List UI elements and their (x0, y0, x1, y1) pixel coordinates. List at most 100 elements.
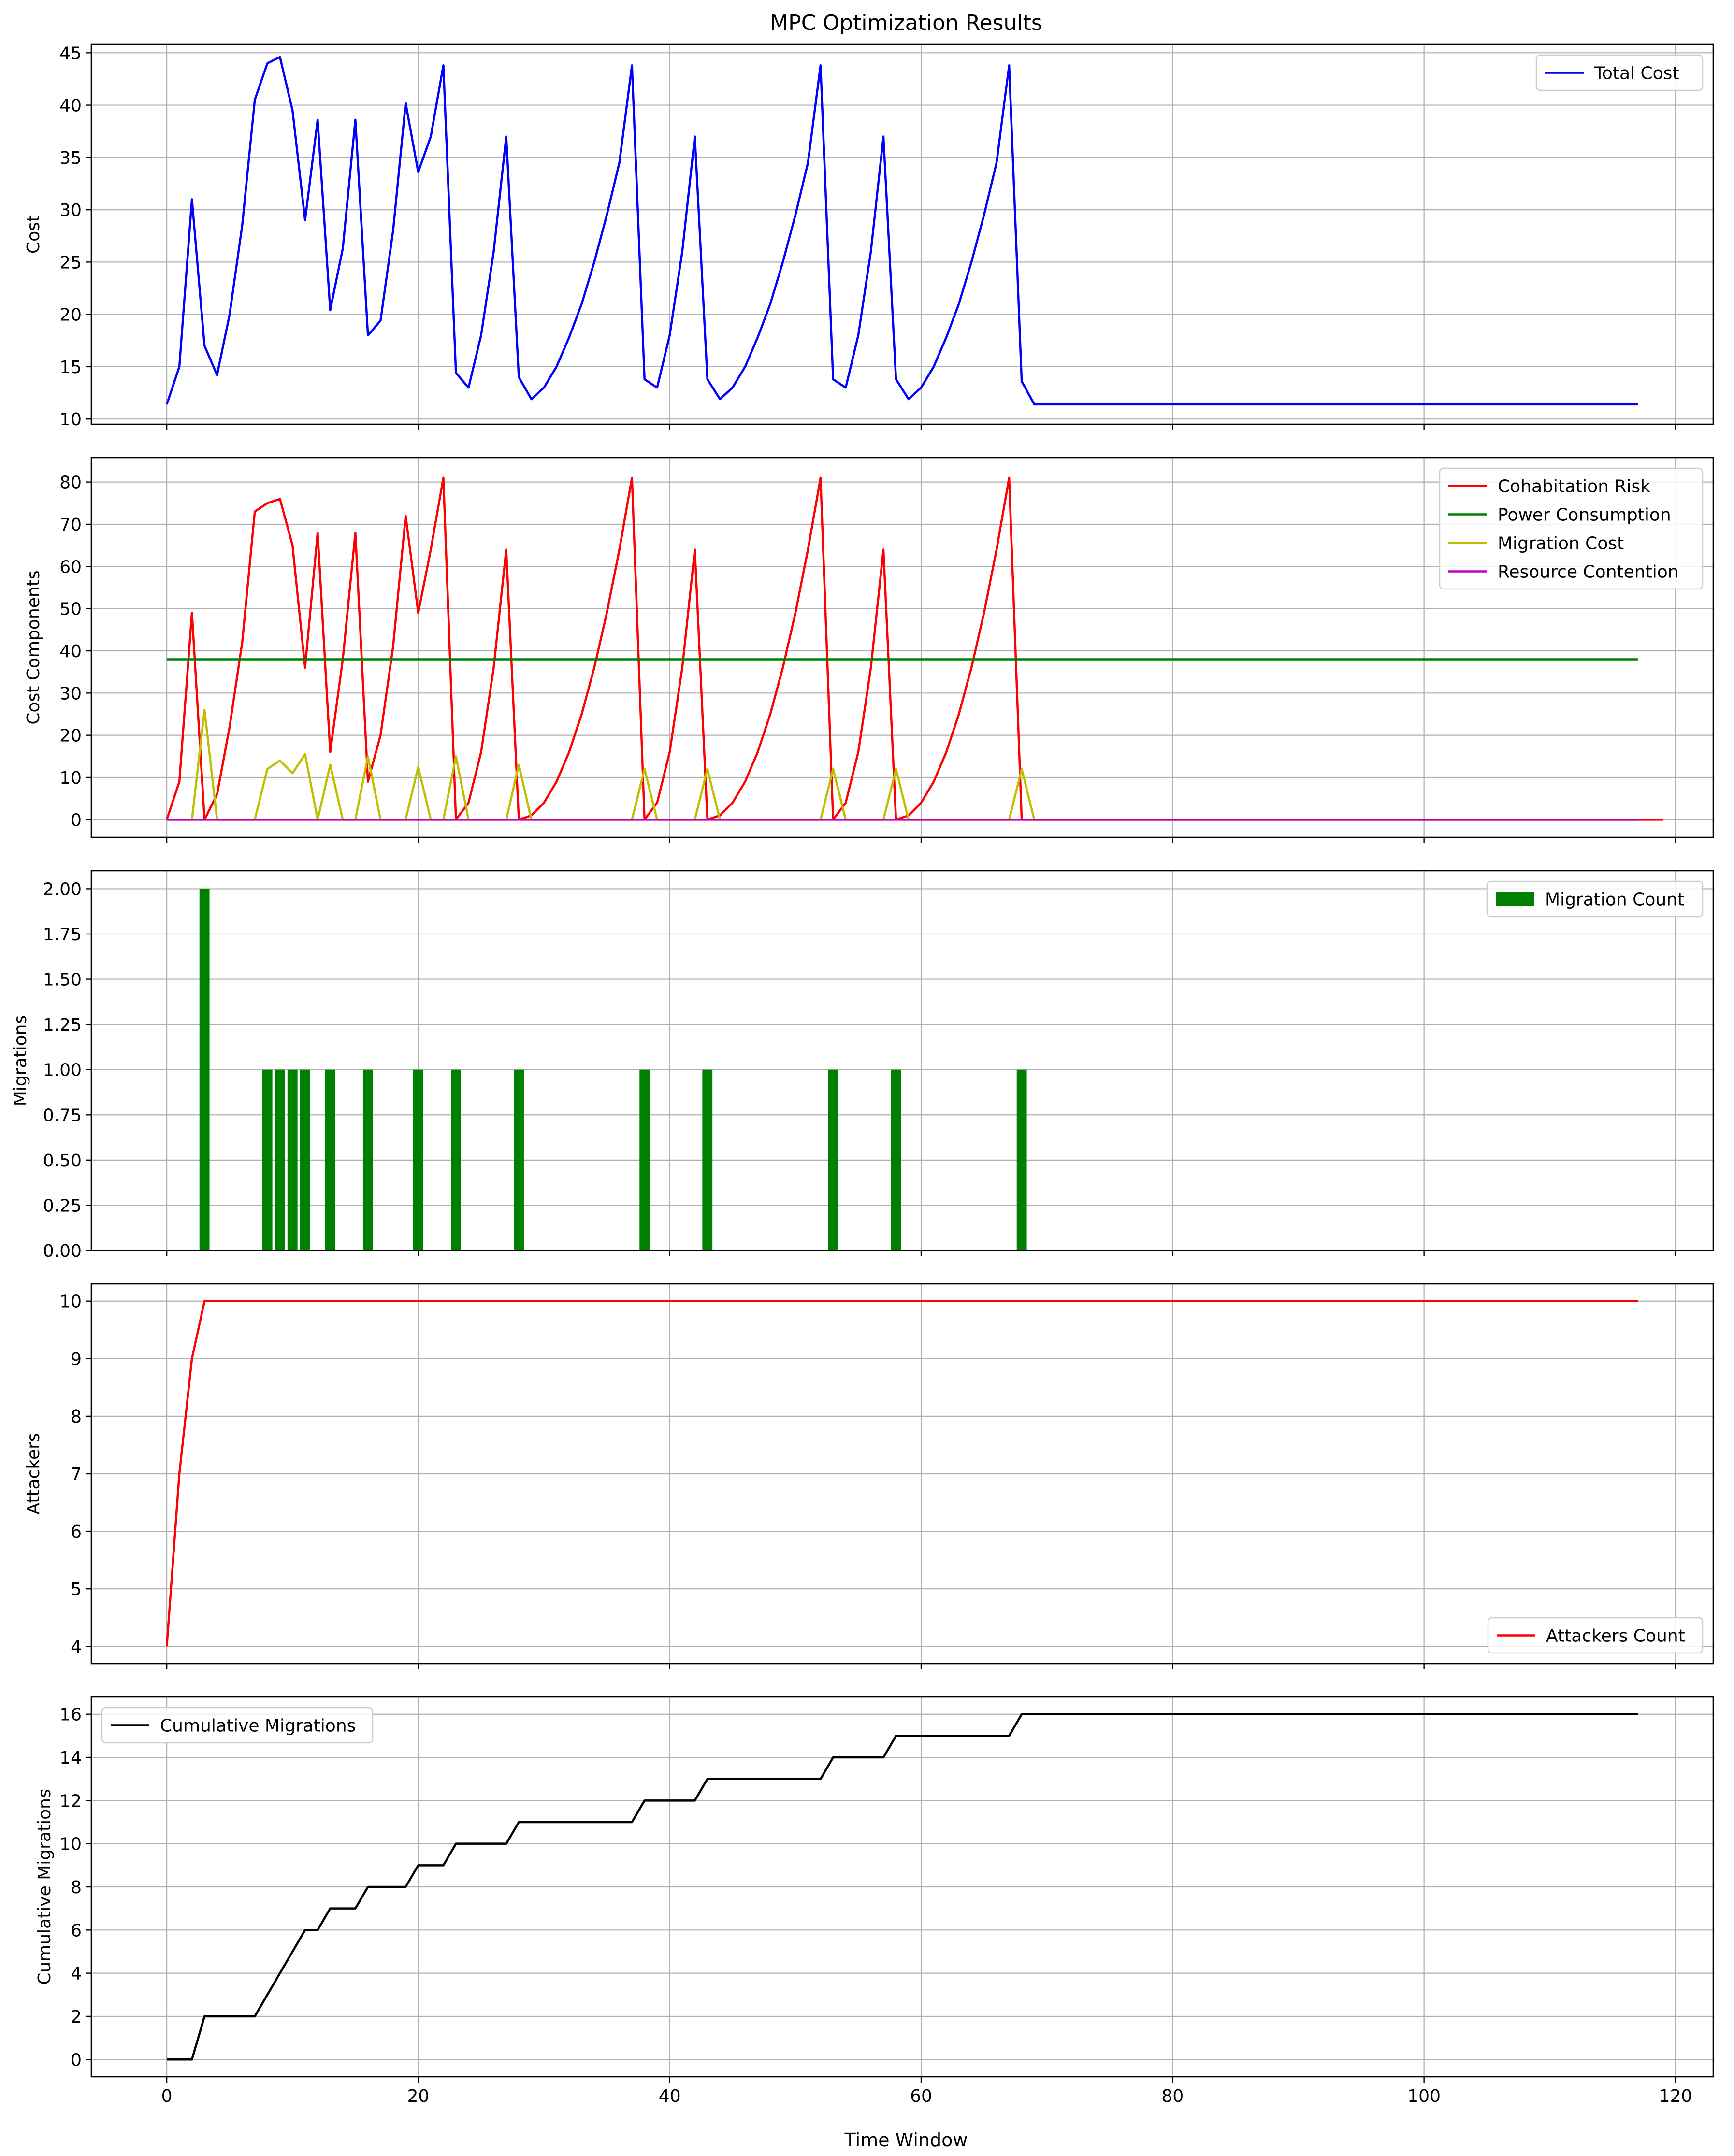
y-tick-label: 2 (71, 2007, 82, 2027)
bar (451, 1069, 461, 1250)
bar (514, 1069, 524, 1250)
y-tick-label: 4 (71, 1964, 82, 1984)
y-tick-label: 2.00 (43, 879, 82, 899)
plot-area (167, 1713, 1638, 2061)
x-tick-label: 120 (1659, 2086, 1692, 2106)
bar (1016, 1069, 1027, 1250)
x-tick-label: 80 (1161, 2086, 1184, 2106)
bar (199, 889, 210, 1250)
axes-frame (90, 870, 1714, 1251)
y-tick-label: 10 (59, 410, 82, 430)
x-tick-label: 100 (1407, 2086, 1441, 2106)
y-tick-label: 1.50 (43, 970, 82, 990)
y-tick-label: 70 (59, 515, 82, 535)
legend-label: Cohabitation Risk (1498, 477, 1650, 497)
bar (275, 1069, 285, 1250)
figure-title: MPC Optimization Results (770, 11, 1042, 35)
axes-frame (90, 43, 1714, 425)
y-tick-label: 10 (59, 1835, 82, 1854)
legend: Attackers Count (1487, 1617, 1704, 1654)
y-tick-label: 60 (59, 557, 82, 577)
series-line (165, 1300, 1638, 1647)
y-tick-label: 4 (71, 1637, 82, 1657)
y-tick-label: 5 (71, 1580, 82, 1599)
bar (639, 1069, 650, 1250)
y-axis-label: Cost Components (24, 570, 43, 724)
legend-label: Total Cost (1594, 64, 1679, 84)
subplot-3: 0.00 0.25 0.50 0.75 1.00 1.25 1.50 1.75 2.00 Migr… (11, 870, 1714, 1261)
legend-label: Resource Contention (1498, 562, 1679, 582)
series-line (165, 56, 1638, 406)
subplot-5: 0 2 4 6 8 10 12 14 16 0 20 40 60 80 100 120 Cumulative M… (35, 1696, 1714, 2106)
legend: Migration Count (1486, 880, 1704, 918)
y-tick-label: 0.75 (43, 1106, 82, 1125)
y-tick-label: 0 (71, 810, 82, 830)
bar (325, 1069, 335, 1250)
y-tick-label: 7 (71, 1465, 82, 1484)
legend-swatch (1496, 892, 1534, 906)
y-tick-label: 0.00 (43, 1241, 82, 1261)
y-tick-label: 6 (71, 1522, 82, 1542)
legend-label: Attackers Count (1546, 1626, 1685, 1646)
legend-label: Cumulative Migrations (160, 1716, 356, 1736)
y-tick-label: 20 (59, 726, 82, 746)
y-tick-label: 30 (59, 201, 82, 220)
y-tick-label: 15 (59, 358, 82, 377)
x-axis-label: Time Window (844, 2129, 968, 2151)
bar (891, 1069, 901, 1250)
y-tick-label: 1.25 (43, 1015, 82, 1035)
y-axis-label: Migrations (11, 1015, 30, 1107)
bar (362, 1069, 373, 1250)
y-tick-label: 8 (71, 1407, 82, 1427)
y-tick-label: 8 (71, 1878, 82, 1897)
plot-area (165, 1300, 1638, 1647)
y-tick-label: 1.75 (43, 925, 82, 945)
y-axis-label: Cumulative Migrations (35, 1789, 55, 1984)
axes-frame (90, 457, 1714, 838)
bar (287, 1069, 298, 1250)
y-tick-label: 80 (59, 473, 82, 493)
y-tick-label: 0.25 (43, 1196, 82, 1216)
y-tick-label: 1.00 (43, 1061, 82, 1080)
plot-area (165, 476, 1663, 821)
y-tick-label: 20 (59, 305, 82, 325)
y-tick-label: 16 (59, 1705, 82, 1725)
y-tick-label: 40 (59, 96, 82, 116)
bar (413, 1069, 423, 1250)
y-tick-label: 10 (59, 768, 82, 788)
legend-label: Migration Cost (1498, 534, 1624, 554)
legend-box (101, 1707, 374, 1744)
y-axis-label: Attackers (24, 1433, 43, 1514)
subplot-1: 10 15 20 25 30 35 40 45 Cost Total Cost (24, 43, 1714, 430)
bar (702, 1069, 713, 1250)
legend-label: Power Consumption (1498, 505, 1671, 525)
x-tick-label: 40 (659, 2086, 681, 2106)
legend-box (1439, 467, 1704, 590)
y-tick-label: 45 (59, 43, 82, 63)
y-tick-label: 10 (59, 1292, 82, 1312)
y-tick-label: 50 (59, 600, 82, 619)
legend: Cohabitation Risk Power Consumption Migrat… (1439, 467, 1704, 590)
y-tick-label: 14 (59, 1748, 82, 1768)
x-tick-label: 20 (407, 2086, 429, 2106)
legend: Cumulative Migrations (101, 1707, 374, 1744)
legend-label: Migration Count (1545, 890, 1684, 910)
bar (300, 1069, 310, 1250)
legend-box (1487, 1617, 1704, 1654)
y-axis-label: Cost (24, 215, 43, 254)
y-tick-label: 0 (71, 2050, 82, 2070)
legend: Total Cost (1535, 54, 1704, 91)
y-tick-label: 25 (59, 253, 82, 273)
subplot-2: 0 10 20 30 40 50 60 70 80 Cost Components Cohabita… (24, 457, 1714, 843)
y-tick-label: 30 (59, 684, 82, 704)
plot-area (199, 889, 1027, 1250)
x-tick-label: 60 (910, 2086, 932, 2106)
plot-area (165, 56, 1638, 406)
y-tick-label: 0.50 (43, 1151, 82, 1171)
legend-box (1535, 54, 1704, 91)
y-tick-label: 12 (59, 1791, 82, 1811)
subplot-4: 4 5 6 7 8 9 10 Attackers Attackers Count (24, 1283, 1714, 1669)
series-line (167, 1713, 1638, 2061)
